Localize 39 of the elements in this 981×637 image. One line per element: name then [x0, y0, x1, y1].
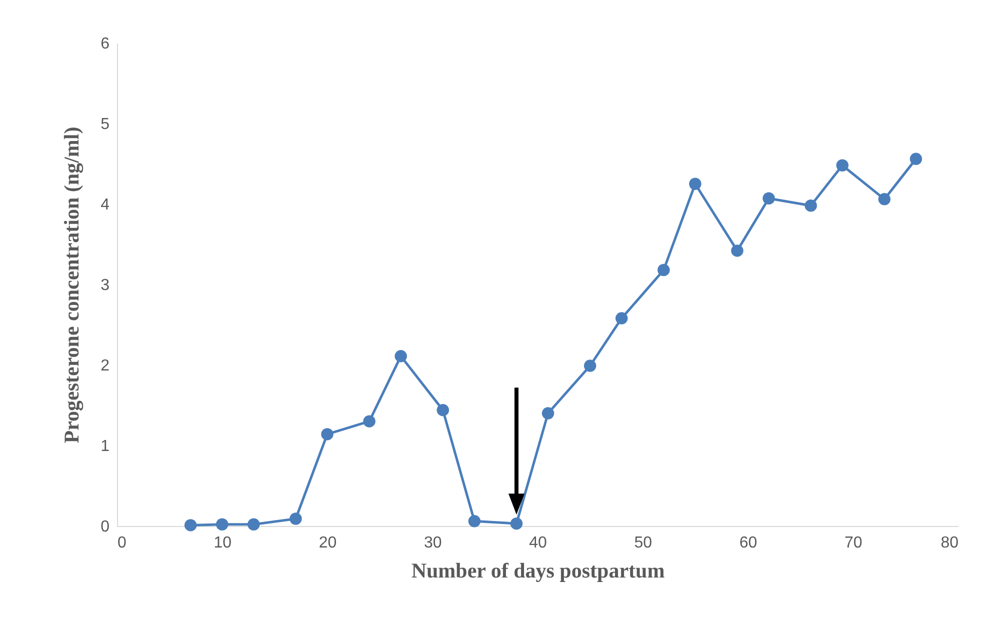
point	[762, 192, 775, 204]
x-tick-label: 0	[118, 534, 126, 552]
point	[878, 193, 891, 206]
x-tick-label: 60	[739, 534, 758, 552]
point	[510, 517, 523, 530]
x-tick-label: 40	[529, 534, 547, 552]
y-axis-title: Progesterone concentration (ng/ml)	[60, 126, 84, 444]
y-tick-label: 0	[100, 518, 110, 536]
point	[542, 407, 554, 420]
point	[910, 152, 922, 166]
x-tick-label: 10	[214, 534, 232, 552]
point	[836, 159, 848, 172]
y-tick-label: 3	[100, 277, 110, 294]
y-tick-label: 6	[100, 36, 110, 52]
y-tick-label: 1	[100, 438, 110, 455]
point	[248, 518, 260, 530]
point	[436, 404, 450, 416]
point	[658, 264, 670, 276]
point	[615, 312, 628, 324]
point	[290, 512, 302, 525]
x-tick-label: 80	[940, 534, 959, 552]
point	[468, 515, 481, 528]
y-tick-label: 2	[100, 358, 110, 374]
x-tick-label: 70	[844, 534, 862, 552]
x-tick-label: 20	[318, 534, 337, 552]
point	[731, 244, 744, 257]
point	[216, 518, 228, 530]
point	[689, 178, 702, 190]
point	[184, 519, 197, 532]
y-tick-label: 4	[100, 196, 110, 214]
point	[584, 360, 596, 372]
x-axis-title: Number of days postpartum	[411, 558, 666, 582]
point	[363, 415, 376, 428]
y-tick-label: 5	[100, 116, 110, 133]
x-tick-label: 30	[424, 534, 442, 552]
point	[321, 428, 334, 440]
point	[804, 200, 817, 212]
x-tick-label: 50	[634, 534, 652, 552]
point	[394, 350, 407, 362]
